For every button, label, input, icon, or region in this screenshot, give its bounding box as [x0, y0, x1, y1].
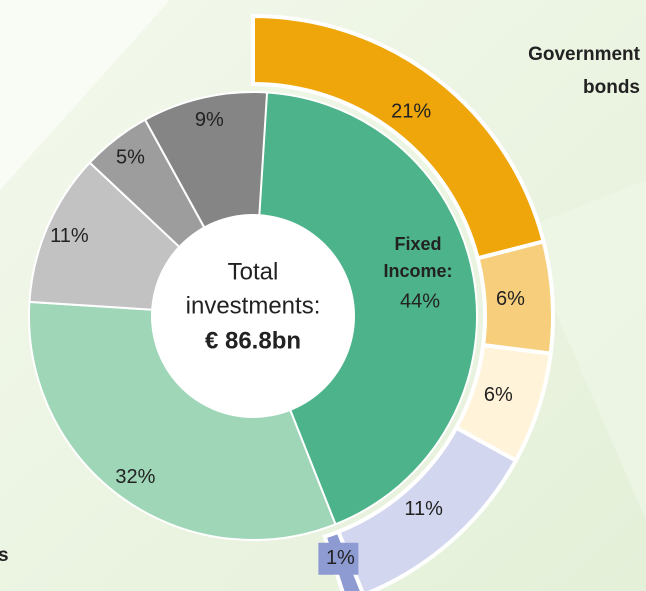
center-label: investments:: [186, 292, 321, 319]
value-label: 9%: [195, 109, 224, 131]
value-label: 32%: [115, 466, 155, 488]
value-label: 11%: [404, 498, 443, 520]
annotation: Government: [528, 44, 641, 65]
fixed-income-label: Fixed: [394, 234, 441, 254]
background-shape: [0, 0, 170, 190]
value-label: 11%: [50, 225, 89, 247]
value-label: 21%: [391, 100, 431, 122]
total: € 86.8bn: [205, 327, 301, 354]
center-label: Total: [228, 258, 279, 285]
annotation: bonds: [583, 77, 640, 98]
annotation: s: [0, 545, 9, 566]
value-label: 6%: [484, 384, 513, 406]
rings: [28, 13, 555, 591]
value-label: 1%: [326, 547, 355, 569]
value-label: 44%: [400, 290, 440, 312]
value-label: 5%: [116, 146, 145, 168]
background-shape: [520, 180, 646, 520]
fixed-income-label: Income:: [383, 261, 452, 281]
label-highlight: [318, 542, 359, 575]
value-label: 6%: [496, 288, 525, 310]
segment: [335, 425, 519, 591]
donut-hole: [151, 214, 355, 418]
